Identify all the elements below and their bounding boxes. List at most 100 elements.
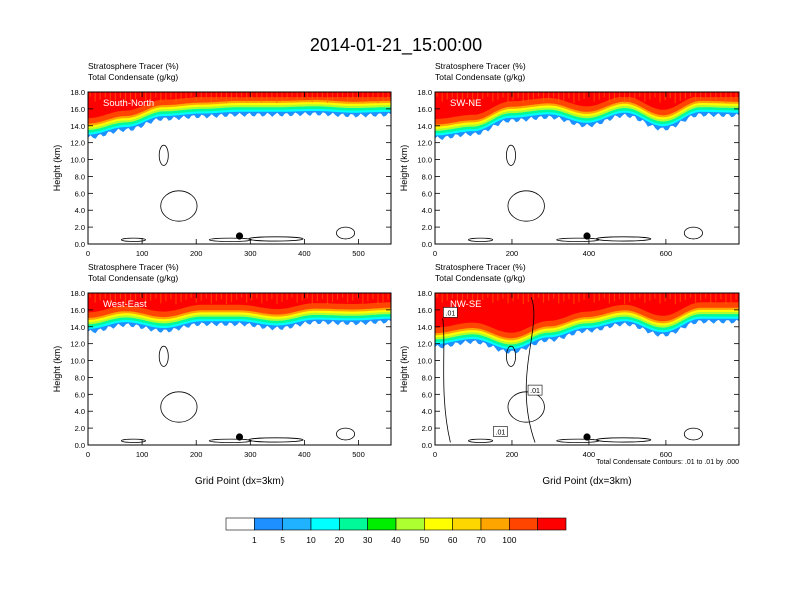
tracer-streak	[578, 293, 580, 302]
plot-area	[435, 92, 739, 242]
plot-area: .01 .01 .01	[435, 293, 739, 443]
tracer-streak	[669, 92, 671, 99]
y-tick-label: 12.0	[70, 340, 85, 349]
tracer-streak	[347, 92, 349, 102]
colorbar-label: 50	[420, 535, 430, 545]
tracer-streak	[372, 92, 374, 99]
colorbar-swatch	[367, 517, 397, 531]
section-name: SW-NE	[450, 98, 482, 109]
tracer-streak	[730, 293, 732, 302]
tracer-streak	[461, 293, 464, 302]
tracer-streak	[553, 92, 555, 98]
x-tick-label: 300	[244, 249, 257, 258]
tracer-streak	[331, 92, 334, 101]
tracer-streak	[180, 293, 182, 302]
tracer-streak	[593, 293, 595, 303]
colorbar-swatch	[537, 517, 567, 531]
colorbar-swatch	[395, 517, 425, 531]
location-marker	[235, 433, 244, 441]
tracer-streak	[527, 92, 529, 101]
tracer-streak	[372, 293, 374, 300]
tracer-streak	[311, 92, 313, 103]
tracer-streak	[603, 92, 605, 98]
contour-ring	[336, 427, 356, 441]
y-tick-label: 2.0	[422, 223, 432, 232]
tracer-streak	[477, 293, 479, 302]
contour-ring	[683, 226, 703, 240]
tracer-streak	[558, 92, 560, 103]
tracer-streak	[205, 293, 207, 299]
location-marker	[583, 433, 591, 441]
tracer-streak	[603, 293, 605, 299]
contour-ring	[468, 438, 494, 443]
tracer-streak	[316, 293, 318, 302]
y-tick-label: 0.0	[422, 240, 432, 249]
tracer-streak	[654, 92, 656, 98]
tracer-streak	[119, 92, 122, 99]
tracer-streak	[190, 92, 192, 97]
tracer-streak	[608, 92, 610, 103]
tracer-streak	[568, 92, 570, 99]
tracer-streak	[461, 92, 464, 101]
condensate-contours	[468, 144, 703, 242]
y-tick-label: 18.0	[417, 289, 432, 298]
tracer-streak	[568, 293, 570, 300]
tracer-band-8	[88, 293, 391, 313]
tracer-streak	[256, 293, 258, 299]
tracer-streak	[522, 293, 524, 305]
panel-title-line: Stratosphere Tracer (%)	[435, 262, 526, 272]
tracer-streak	[170, 293, 172, 300]
tracer-streak	[175, 92, 177, 104]
tracer-streak	[165, 293, 167, 302]
colorbar: 1 5 10 20 30 40 50 60 70 100	[225, 517, 567, 545]
tracer-streak	[114, 92, 116, 101]
y-tick-label: 18.0	[417, 88, 432, 97]
y-tick-label: 2.0	[75, 223, 85, 232]
contour-label-box	[527, 384, 543, 396]
y-axis-label: Height (km)	[399, 145, 409, 192]
tracer-streak	[266, 293, 268, 302]
contour-ring	[248, 437, 304, 443]
y-tick-label: 12.0	[417, 340, 432, 349]
tracer-streak	[129, 293, 132, 302]
tracer-streak	[699, 293, 702, 301]
contour-footnote: Total Condensate Contours: .01 to .01 by…	[596, 459, 739, 466]
tracer-streak	[710, 293, 712, 304]
tracer-streak	[331, 293, 334, 302]
panel-title-line: Total Condensate (g/kg)	[435, 72, 525, 82]
tracer-streak	[241, 92, 243, 97]
tracer-streak	[246, 293, 248, 303]
tracer-streak	[200, 293, 202, 301]
colorbar-swatch	[509, 517, 538, 531]
tracer-streak	[210, 293, 212, 304]
tracer-streak	[286, 92, 288, 99]
condensate-contours	[442, 297, 703, 443]
tracer-streak	[246, 92, 248, 102]
tracer-streak	[659, 92, 661, 103]
tracer-streak	[563, 293, 565, 302]
tracer-streak	[352, 92, 354, 100]
tracer-streak	[114, 293, 116, 302]
tracer-streak	[134, 92, 137, 99]
tracer-streak	[185, 293, 187, 300]
x-tick-label: 200	[506, 249, 519, 258]
tracer-streak	[644, 92, 646, 102]
tracer-streak	[705, 92, 707, 98]
tracer-streak	[387, 293, 389, 300]
panel-title-line: Total Condensate (g/kg)	[435, 273, 525, 283]
x-tick-label: 400	[583, 450, 596, 459]
contour-ring	[158, 345, 169, 367]
tracer-streak	[482, 293, 484, 300]
tracer-band-7	[88, 92, 391, 124]
tracer-streak	[451, 92, 453, 98]
tracer-streak	[593, 92, 595, 102]
section-name: NW-SE	[450, 299, 482, 310]
y-tick-label: 8.0	[75, 373, 85, 382]
colorbar-swatch	[282, 517, 312, 531]
tracer-streak	[532, 92, 534, 99]
y-tick-label: 10.0	[417, 357, 432, 366]
tracer-streak	[735, 92, 737, 99]
tracer-streak	[377, 92, 379, 104]
colorbar-label: 10	[306, 535, 316, 545]
y-tick-label: 4.0	[422, 407, 432, 416]
